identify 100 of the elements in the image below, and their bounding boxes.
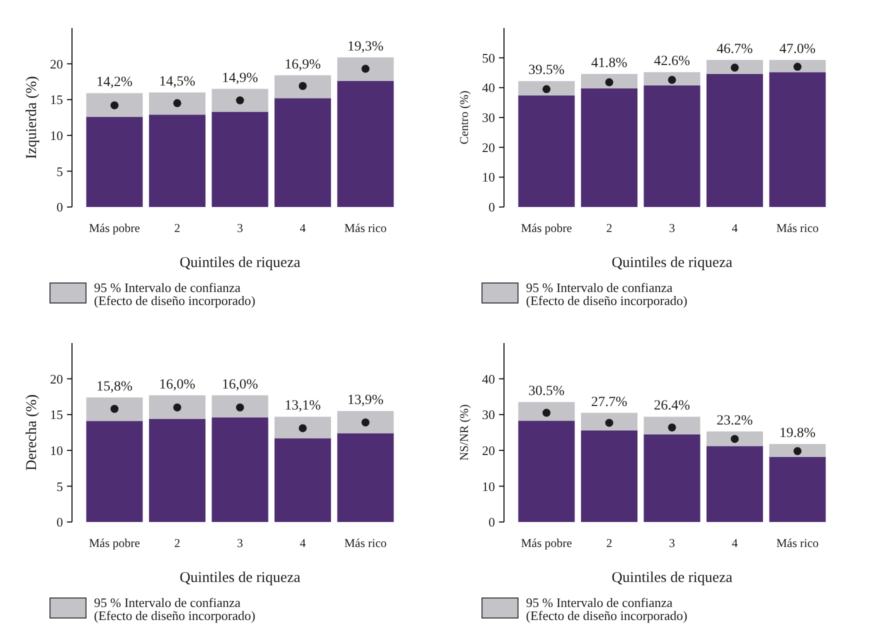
point (542, 408, 550, 417)
x-tick-label: 4 (732, 221, 738, 235)
point (110, 101, 118, 110)
bar (212, 417, 268, 522)
bar (518, 81, 575, 96)
bar (518, 95, 575, 207)
point (668, 423, 676, 432)
bar (212, 112, 268, 207)
x-tick-label: 3 (237, 221, 243, 235)
legend-label: 95 % Intervalo de confianza (Efecto de diseño incorporado) (526, 595, 688, 623)
y-tick-label: 10 (50, 442, 63, 458)
x-tick-label: 2 (174, 536, 180, 550)
x-tick-label: 2 (606, 221, 612, 235)
y-tick-label: 30 (482, 407, 495, 422)
y-tick-label: 5 (56, 164, 63, 179)
point (668, 76, 676, 84)
bar (274, 438, 331, 522)
data-label: 14,5% (159, 74, 196, 90)
y-tick-label: 15 (50, 92, 63, 108)
bar (149, 418, 206, 522)
point (298, 424, 307, 432)
bar (581, 88, 638, 207)
y-tick-label: 5 (56, 478, 63, 494)
bar (274, 416, 331, 438)
x-tick-label: 2 (174, 221, 180, 235)
y-tick-label: 15 (50, 407, 63, 422)
bar (706, 431, 763, 446)
data-label: 19,3% (347, 39, 384, 54)
data-label: 23.2% (716, 413, 754, 428)
y-tick-label: 10 (50, 128, 63, 143)
data-label: 39.5% (528, 63, 565, 78)
x-axis-title: Quintiles de riqueza (612, 255, 733, 271)
y-tick-label: 20 (482, 442, 495, 458)
bar (86, 421, 143, 522)
x-tick-label: 3 (669, 221, 675, 235)
bar (212, 395, 268, 418)
data-label: 16,0% (159, 377, 196, 392)
data-label: 16,9% (284, 57, 322, 72)
point (605, 418, 614, 427)
x-tick-label: Más pobre (88, 536, 140, 550)
legend-label: 95 % Intervalo de confianza (Efecto de diseño incorporado) (526, 280, 688, 308)
point (542, 85, 550, 94)
bar (518, 402, 575, 421)
y-tick-label: 20 (482, 140, 495, 155)
x-tick-label: Más rico (344, 221, 387, 235)
y-tick-label: 20 (50, 56, 63, 72)
point (236, 96, 244, 104)
bar (337, 411, 394, 434)
bar (337, 433, 394, 522)
x-axis-title: Quintiles de riqueza (180, 255, 301, 271)
y-axis-title: NS/NR (%) (457, 404, 471, 461)
y-tick-label: 40 (482, 371, 495, 386)
x-tick-label: 3 (237, 536, 243, 550)
bar (518, 420, 575, 522)
data-label: 26.4% (654, 398, 690, 414)
y-tick-label: 0 (56, 200, 63, 215)
bar (149, 114, 206, 207)
point (110, 404, 118, 413)
bar (706, 446, 763, 522)
bar (149, 92, 206, 115)
y-axis-title: Izquierda (%) (24, 76, 40, 159)
bar (86, 116, 143, 207)
bar (706, 74, 763, 207)
bar (274, 98, 331, 207)
x-tick-label: 4 (300, 536, 306, 550)
x-tick-label: Más rico (776, 536, 819, 550)
data-label: 13,1% (284, 398, 322, 414)
x-tick-label: 2 (606, 536, 612, 550)
y-tick-label: 0 (56, 514, 63, 530)
data-label: 15,8% (96, 379, 133, 394)
bar (86, 397, 143, 422)
bar (581, 74, 638, 88)
y-tick-label: 30 (482, 110, 495, 126)
data-label: 42.6% (654, 54, 690, 70)
data-label: 30.5% (528, 384, 565, 400)
x-tick-label: 4 (732, 536, 738, 550)
data-label: 27.7% (591, 394, 628, 410)
bar (149, 395, 206, 419)
data-label: 14,2% (96, 75, 133, 90)
y-tick-label: 0 (488, 200, 495, 215)
x-axis-title: Quintiles de riqueza (180, 570, 301, 586)
y-axis-title: Derecha (%) (24, 394, 40, 471)
bar (644, 85, 700, 207)
data-label: 16,0% (222, 377, 258, 392)
bar (769, 60, 826, 72)
point (173, 403, 182, 412)
data-label: 46.7% (716, 42, 754, 57)
legend-label: 95 % Intervalo de confianza (Efecto de diseño incorporado) (94, 595, 256, 623)
point (298, 82, 307, 90)
bar (644, 72, 700, 86)
data-label: 13,9% (347, 393, 384, 408)
x-tick-label: 4 (300, 221, 306, 235)
point (730, 434, 739, 443)
bar (581, 430, 638, 522)
data-label: 19.8% (779, 426, 816, 441)
bar (644, 416, 700, 434)
point (794, 62, 802, 71)
bar (769, 456, 826, 522)
point (605, 78, 614, 86)
y-tick-label: 40 (482, 80, 495, 96)
